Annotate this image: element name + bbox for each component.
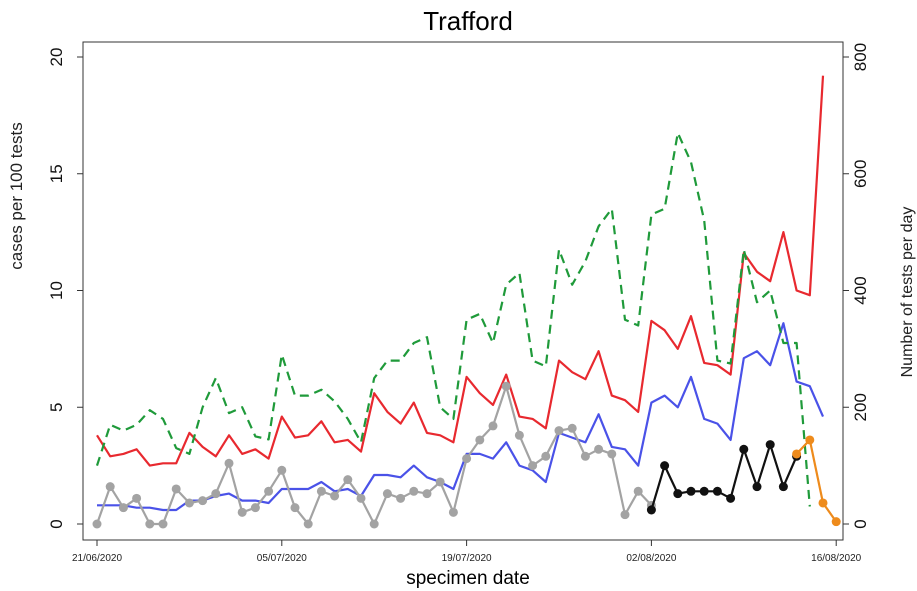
y-axis-label: cases per 100 tests bbox=[7, 122, 26, 269]
series-cases-grey-point bbox=[171, 484, 181, 494]
y-tick-label: 10 bbox=[47, 281, 66, 300]
series-cases-grey-point bbox=[356, 493, 366, 503]
x-tick-label: 19/07/2020 bbox=[442, 553, 492, 564]
series-layer bbox=[92, 75, 841, 529]
series-cases-black-point bbox=[660, 461, 670, 471]
y-tick-label: 20 bbox=[47, 48, 66, 67]
series-cases-grey-point bbox=[462, 454, 472, 464]
series-cases-grey-point bbox=[501, 381, 511, 391]
chart-title: Trafford bbox=[423, 6, 513, 36]
series-cases-grey-point bbox=[567, 423, 577, 433]
series-cases-grey-point bbox=[330, 491, 340, 501]
y-tick-label: 5 bbox=[47, 403, 66, 412]
series-cases-grey-point bbox=[158, 519, 168, 529]
series-cases-grey-point bbox=[488, 421, 498, 431]
series-rate-high-line bbox=[96, 75, 825, 467]
series-cases-grey-point bbox=[303, 519, 313, 529]
series-cases-grey-point bbox=[224, 458, 234, 468]
series-cases-orange-point bbox=[818, 498, 828, 508]
series-cases-grey-point bbox=[105, 482, 115, 492]
series-cases-grey-point bbox=[620, 510, 630, 520]
series-cases-grey-point bbox=[554, 426, 564, 436]
y-tick-label: 0 bbox=[47, 519, 66, 528]
series-cases-grey-point bbox=[316, 486, 326, 496]
series-cases-grey-point bbox=[528, 461, 538, 471]
series-cases-grey-point bbox=[237, 507, 247, 517]
y2-tick-label: 400 bbox=[851, 276, 870, 304]
x-tick-label: 16/08/2020 bbox=[811, 553, 861, 564]
series-cases-black-point bbox=[712, 486, 722, 496]
series-cases-grey-point bbox=[607, 449, 617, 459]
x-tick-label: 21/06/2020 bbox=[72, 553, 122, 564]
series-cases-grey-point bbox=[250, 503, 260, 513]
series-cases-black-point bbox=[752, 482, 762, 492]
series-cases-black-point bbox=[673, 489, 683, 499]
y2-tick-label: 200 bbox=[851, 393, 870, 421]
y2-tick-label: 600 bbox=[851, 160, 870, 188]
series-cases-grey-point bbox=[633, 486, 643, 496]
series-cases-grey-point bbox=[409, 486, 419, 496]
y-tick-label: 15 bbox=[47, 164, 66, 183]
series-cases-orange-point bbox=[831, 517, 841, 527]
series-cases-grey-point bbox=[514, 430, 524, 440]
series-cases-grey-point bbox=[277, 465, 287, 475]
series-cases-orange-line bbox=[795, 438, 838, 523]
series-cases-grey-point bbox=[211, 489, 221, 499]
series-cases-black-point bbox=[778, 482, 788, 492]
series-cases-grey-point bbox=[448, 507, 458, 517]
x-tick-label: 02/08/2020 bbox=[626, 553, 676, 564]
series-cases-black-point bbox=[739, 444, 749, 454]
y2-axis-label: Number of tests per day bbox=[899, 207, 916, 378]
series-cases-grey-point bbox=[422, 489, 432, 499]
y2-tick-label: 800 bbox=[851, 43, 870, 71]
series-cases-grey-point bbox=[264, 486, 274, 496]
series-cases-grey-point bbox=[541, 451, 551, 461]
series-cases-black-point bbox=[765, 440, 775, 450]
series-cases-grey-point bbox=[198, 496, 208, 506]
series-cases-grey-point bbox=[369, 519, 379, 529]
y2-tick-label: 0 bbox=[851, 519, 870, 528]
series-cases-grey-point bbox=[132, 493, 142, 503]
x-tick-label: 05/07/2020 bbox=[257, 553, 307, 564]
series-cases-grey-point bbox=[184, 498, 194, 508]
series-cases-grey-point bbox=[382, 489, 392, 499]
series-cases-orange-point bbox=[805, 435, 815, 445]
series-cases-grey-point bbox=[290, 503, 300, 513]
series-cases-grey-point bbox=[475, 435, 485, 445]
series-tests-line bbox=[95, 131, 811, 507]
series-cases-grey-point bbox=[435, 477, 445, 487]
series-cases-black-point bbox=[686, 486, 696, 496]
series-cases-grey-point bbox=[92, 519, 102, 529]
series-cases-grey-point bbox=[594, 444, 604, 454]
x-axis-label: specimen date bbox=[406, 568, 530, 589]
series-cases-black-point bbox=[699, 486, 709, 496]
series-cases-grey-point bbox=[396, 493, 406, 503]
series-cases-grey-point bbox=[580, 451, 590, 461]
series-cases-grey-point bbox=[343, 475, 353, 485]
series-cases-black-point bbox=[726, 493, 736, 503]
series-cases-grey-point bbox=[118, 503, 128, 513]
series-cases-grey-point bbox=[145, 519, 155, 529]
series-cases-black-line bbox=[650, 443, 798, 511]
